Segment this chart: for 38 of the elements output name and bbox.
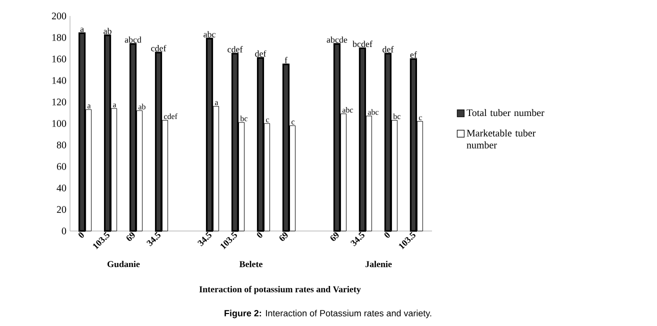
text: Figure 2: Interaction of Potassium rates and variety. (224, 310, 432, 318)
legend-label: Total tuber number (466, 109, 544, 116)
x-tick-label: 0 (257, 232, 262, 238)
data-label: cdef (151, 44, 166, 52)
y-tick-label: 80 (56, 142, 66, 148)
y-tick-label: 160 (52, 56, 66, 62)
data-label: a (80, 28, 84, 32)
y-tick-label: 60 (56, 163, 66, 170)
text: Jalenie (365, 260, 392, 268)
data-label: f (284, 56, 288, 64)
legend-label: Marketable tuber number (466, 129, 536, 148)
data-label: abcd (124, 36, 142, 43)
data-label: bcdef (352, 40, 372, 48)
text: Gudanie (107, 260, 140, 268)
y-tick-label: 200 (52, 12, 66, 20)
text: Belete (239, 260, 262, 268)
y-tick-label: 20 (56, 206, 66, 213)
data-label: ef (410, 51, 417, 58)
x-tick-label: 69 (280, 232, 288, 241)
x-tick-label: 69 (126, 232, 135, 241)
data-label: def (255, 50, 266, 57)
x-tick-label: 34.5 (146, 232, 160, 246)
x-tick-label: 0 (384, 232, 390, 238)
y-tick-label: 120 (52, 98, 66, 106)
data-label: ab (104, 28, 112, 34)
y-tick-label: 140 (52, 77, 66, 84)
y-tick-label: 180 (52, 34, 66, 41)
x-tick-label: 69 (330, 232, 339, 241)
data-label: abc (204, 31, 216, 38)
y-tick-label: 40 (56, 184, 66, 192)
data-label: abcde (326, 36, 348, 43)
x-tick-label: 34.5 (350, 232, 364, 246)
x-tick-label: 34.5 (198, 232, 212, 246)
x-axis-title: Interaction of potassium rates and Variety (199, 286, 361, 294)
y-tick-label: 100 (52, 120, 66, 127)
x-tick-label: 0 (78, 232, 84, 238)
data-label: def (382, 46, 394, 52)
data-label: cdef (228, 46, 243, 52)
